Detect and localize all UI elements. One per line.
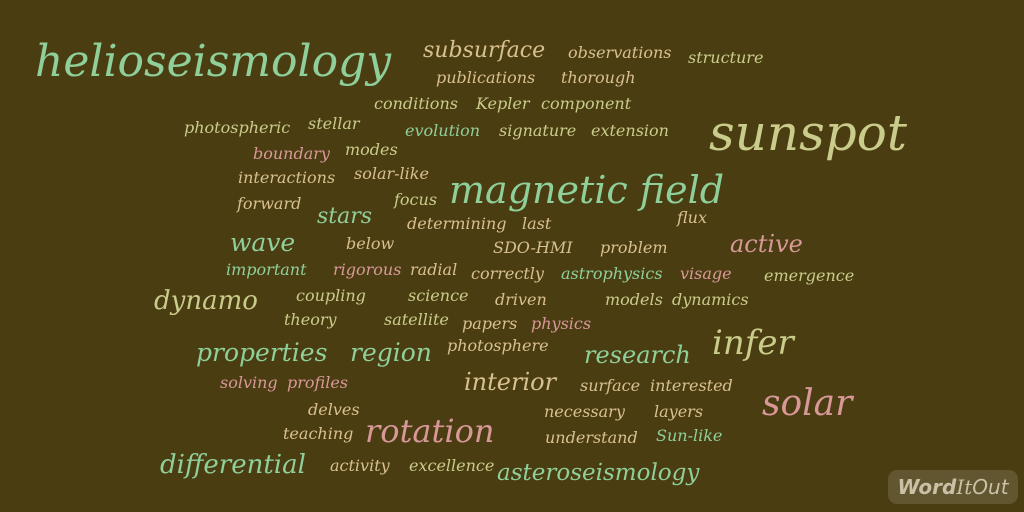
cloud-word: understand [545,428,638,447]
cloud-word: magnetic field [449,168,725,212]
cloud-word: solar-like [354,164,429,183]
cloud-word: teaching [283,424,354,443]
cloud-word: component [541,94,632,113]
cloud-word: science [408,286,469,305]
cloud-word: boundary [253,144,330,163]
cloud-word: differential [160,450,306,480]
cloud-word: driven [495,290,547,309]
logo-out: Out [972,475,1009,499]
cloud-word: rigorous [333,260,402,279]
cloud-word: Kepler [476,94,530,113]
cloud-word: stellar [308,114,360,133]
cloud-word: observations [568,43,672,62]
cloud-word: interactions [238,168,336,187]
cloud-word: photospheric [184,118,291,137]
cloud-word: satellite [384,310,449,329]
cloud-word: extension [591,121,669,140]
cloud-word: evolution [405,121,481,140]
cloud-word: solving [220,373,278,392]
cloud-word: SDO-HMI [493,238,573,257]
cloud-word: dynamics [672,290,749,309]
cloud-word: stars [317,204,373,229]
cloud-word: radial [410,260,458,279]
cloud-word: Sun-like [656,426,723,445]
wordle-logo: Word It Out [888,470,1018,504]
cloud-word: structure [688,48,764,67]
cloud-word: coupling [296,286,366,305]
cloud-word: properties [196,338,328,367]
logo-word: Word [897,475,957,499]
cloud-word: models [605,290,663,309]
cloud-word: papers [462,314,518,333]
cloud-word: visage [680,264,732,283]
cloud-word: surface [580,376,641,395]
cloud-word: layers [654,402,704,421]
cloud-word: theory [284,310,337,329]
cloud-word: asteroseismology [497,460,700,486]
cloud-word: excellence [409,456,495,475]
cloud-word: profiles [287,373,348,392]
cloud-word: conditions [374,94,458,113]
cloud-word: rotation [365,412,495,450]
cloud-word: determining [407,214,507,233]
cloud-word: sunspot [709,104,907,162]
cloud-word: forward [237,194,302,213]
cloud-word: subsurface [423,38,546,63]
cloud-word: important [226,260,307,279]
cloud-word: interested [650,376,733,395]
cloud-word: problem [600,238,668,257]
cloud-word: research [584,341,691,369]
cloud-word: signature [499,121,577,140]
cloud-word: last [522,214,552,233]
cloud-word: photosphere [447,336,549,355]
cloud-word: interior [464,368,557,396]
cloud-word: active [730,230,803,258]
cloud-word: infer [712,323,794,363]
cloud-word: astrophysics [561,264,663,283]
cloud-word: delves [308,400,360,419]
cloud-word: focus [394,190,438,209]
cloud-word: wave [230,228,296,257]
cloud-word: activity [330,456,390,475]
cloud-word: flux [677,208,707,227]
logo-it: It [956,475,973,499]
cloud-word: solar [762,383,853,424]
cloud-word: modes [345,140,398,159]
cloud-word: thorough [561,68,636,87]
cloud-word: region [350,338,432,367]
cloud-word: emergence [764,266,855,285]
cloud-word: below [346,234,395,253]
cloud-word: helioseismology [35,36,392,87]
cloud-word: dynamo [154,286,258,316]
cloud-word: physics [531,314,592,333]
cloud-word: publications [436,68,536,87]
cloud-word: correctly [471,264,544,283]
cloud-word: necessary [544,402,625,421]
